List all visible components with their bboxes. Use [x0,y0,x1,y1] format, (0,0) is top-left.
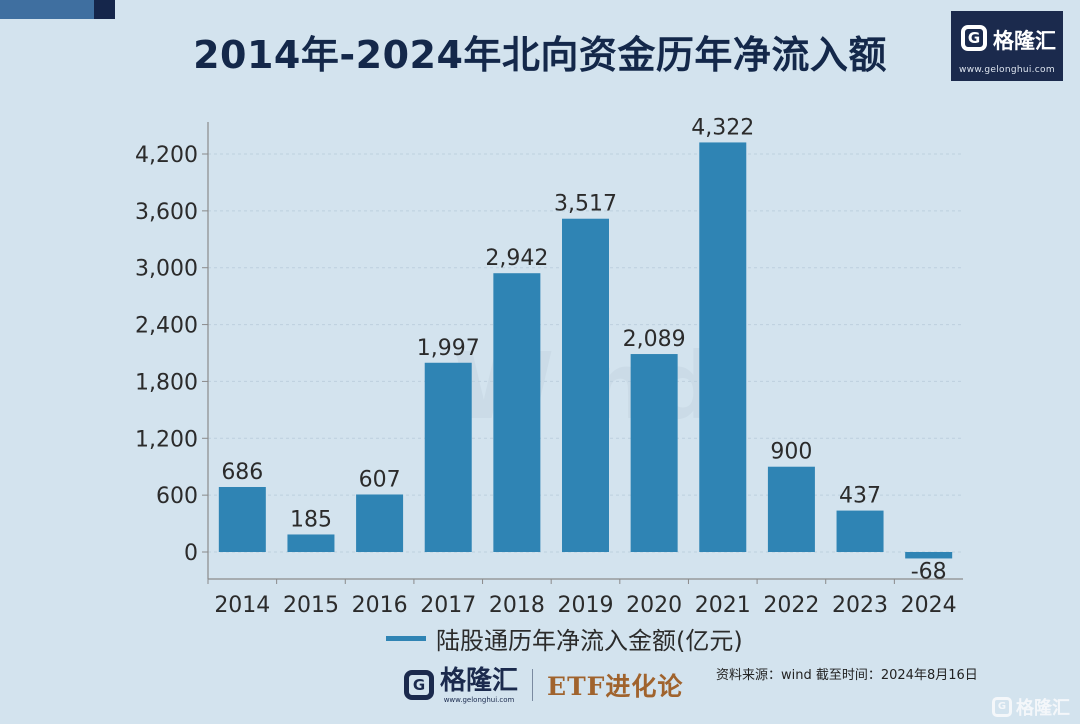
bar [630,354,678,552]
data-label: -68 [911,559,947,584]
data-label: 2,942 [485,246,548,271]
brand-logo: G 格隆汇 www.gelonghui.com [951,11,1063,81]
watermark-text: 格隆汇 [1016,698,1070,719]
bar [767,466,815,552]
corner-watermark: G 格隆汇 [992,694,1070,720]
y-tick-label: 3,000 [135,257,198,282]
footer-brand-url: www.gelonghui.com [443,696,515,704]
data-label: 1,997 [417,336,480,361]
x-tick-label: 2024 [901,593,957,618]
source-note: 资料来源：wind 截至时间：2024年8月16日 [716,668,978,683]
y-tick-label: 4,200 [135,143,198,168]
data-label: 3,517 [554,192,617,217]
data-label: 607 [359,467,401,492]
x-tick-label: 2016 [352,593,408,618]
data-label: 185 [290,507,332,532]
x-tick-label: 2018 [489,593,545,618]
bar [699,142,747,553]
bar [218,486,266,552]
bar [356,494,404,552]
corner-tab-blue [0,0,94,19]
x-tick-label: 2014 [214,593,270,618]
bar [562,218,609,552]
data-label: 4,322 [691,115,754,140]
y-tick-label: 1,200 [135,427,198,452]
y-tick-label: 600 [156,484,198,509]
y-tick-label: 1,800 [135,370,198,395]
logo-brand-name: 格隆汇 [993,29,1056,53]
data-label: 900 [770,440,812,465]
bar [493,273,541,552]
chart-legend: 陆股通历年净流入金额(亿元) [386,623,743,655]
bar [905,552,953,559]
data-label: 2,089 [623,327,686,352]
footer-logo: G 格隆汇 www.gelonghui.com ETF进化论 [404,663,683,707]
chart-title: 2014年-2024年北向资金历年净流入额 [193,33,887,77]
footer-brand-name: 格隆汇 [440,666,519,696]
x-tick-label: 2019 [558,593,614,618]
x-tick-label: 2022 [763,593,819,618]
data-label: 686 [221,460,263,485]
x-tick-label: 2017 [420,593,476,618]
logo-url: www.gelonghui.com [959,65,1055,75]
y-tick-label: 3,600 [135,200,198,225]
footer-divider [532,669,534,701]
g-logo-icon: G [961,25,987,51]
legend-swatch [386,635,426,641]
x-tick-label: 2023 [832,593,888,618]
footer-g-logo-icon: G [404,670,434,700]
y-tick-label: 0 [184,541,198,566]
footer-brand: 格隆汇 www.gelonghui.com [440,666,518,704]
data-label: 437 [839,484,881,509]
bar [836,510,884,552]
y-tick-label: 2,400 [135,314,198,339]
x-tick-label: 2015 [283,593,339,618]
bar [287,534,335,552]
legend-label: 陆股通历年净流入金额(亿元) [436,626,743,655]
x-tick-label: 2020 [626,593,682,618]
bar [424,362,472,552]
watermark-g-icon: G [992,697,1012,717]
footer-etf-label: ETF进化论 [547,672,684,701]
x-tick-label: 2021 [695,593,751,618]
